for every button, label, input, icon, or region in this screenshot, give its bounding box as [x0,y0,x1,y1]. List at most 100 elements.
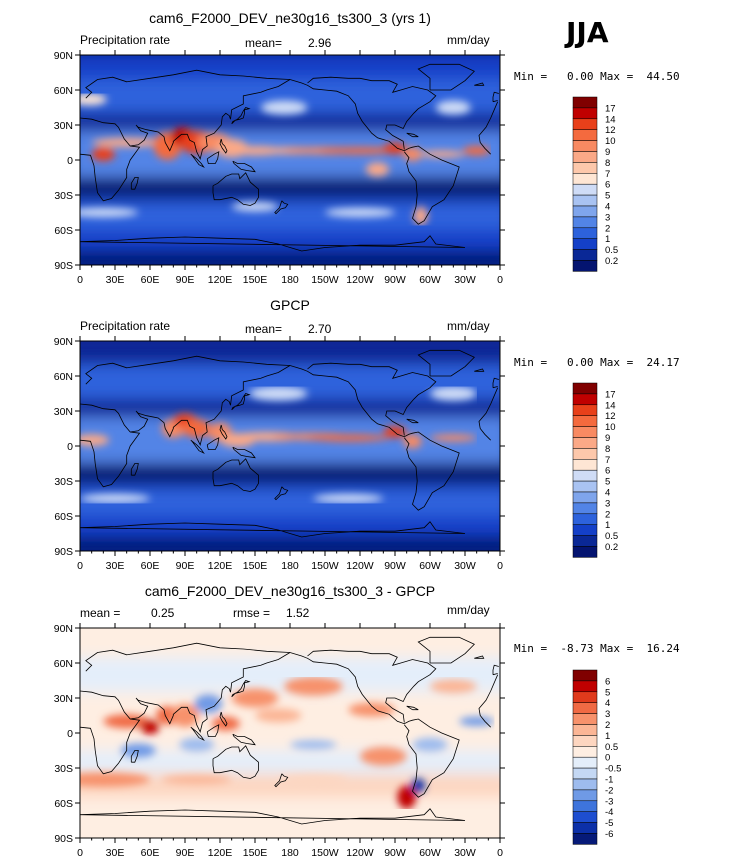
field-feature [290,740,337,750]
y-tick-label: 0 [67,155,73,167]
colorbar-label: 12 [605,411,616,422]
x-tick-label: 0 [77,560,83,572]
colorbar-swatch [572,746,598,758]
colorbar-swatch [572,822,598,834]
x-tick-label: 120W [346,847,374,859]
x-tick-label: 150W [311,560,339,572]
x-tick-label: 150E [243,847,268,859]
colorbar-swatch [572,238,598,250]
panel-3-mean-label: mean = [80,606,121,620]
coastline-11 [274,486,289,501]
field-feature [459,716,495,726]
x-tick-label: 120W [346,274,374,286]
coastline-0 [85,355,499,511]
coastline-15 [406,132,419,138]
colorbar-label: 0.5 [605,531,618,542]
x-tick-label: 0 [497,560,503,572]
coastline-16 [80,808,466,825]
colorbar-swatch [572,480,598,493]
coastline-9 [219,711,228,727]
colorbar-label: 8 [605,444,610,455]
coastlines [80,349,499,538]
panel-3-minmax: Min = -8.73 Max = 16.24 [514,642,680,655]
x-tick-label: 0 [77,847,83,859]
panel-1-units: mm/day [447,33,490,47]
zonal-band [80,399,500,417]
y-tick-label: 30S [54,476,73,488]
colorbar-swatch [572,789,598,802]
colorbar-swatch [572,194,598,207]
zonal-band [80,113,500,131]
x-tick-label: 90W [384,847,406,859]
colorbar-label: 4 [605,698,610,709]
colorbar-label: 8 [605,158,610,169]
coastline-0 [85,642,499,798]
panel-2-title: GPCP [270,297,310,313]
field-feature [80,93,107,106]
x-tick-label: 180 [281,274,299,286]
zonal-band [80,55,500,79]
colorbar-swatch [572,205,598,218]
x-tick-label: 60E [141,274,160,286]
colorbar-swatch [572,216,598,229]
y-tick-label: 30S [54,190,73,202]
coastline-3 [130,652,291,733]
field-feature [383,142,407,155]
coastline-15 [406,705,419,711]
x-tick-label: 120E [208,560,233,572]
colorbar-label: 10 [605,422,616,433]
field-feature [194,694,223,714]
zonal-band [80,341,500,365]
colorbar-swatch [572,669,598,682]
colorbar-swatch [572,546,598,558]
field-feature [284,677,343,696]
y-tick-label: 30N [54,406,73,418]
y-tick-label: 90S [54,833,73,845]
colorbar-swatch [572,96,598,109]
colorbar-swatch [572,756,598,769]
zonal-band [80,463,500,481]
coastline-10 [130,750,139,763]
colorbar-label: 3 [605,498,610,509]
field-feature [179,737,215,752]
colorbar-label: 2 [605,223,610,234]
panel-1-mean-value: 2.96 [308,36,332,50]
y-tick-label: 30S [54,763,73,775]
zonal-band [80,251,500,265]
x-tick-label: 120W [346,560,374,572]
field-feature [397,785,416,809]
colorbar-swatch [572,162,598,174]
coastline-1 [307,649,437,723]
coastline-12 [492,91,499,103]
colorbar-label: 5 [605,687,610,698]
coastline-1 [307,76,437,150]
panel-3-title: cam6_F2000_DEV_ne30g16_ts300_3 - GPCP [144,583,436,599]
zonal-band [80,230,500,251]
zonal-band [80,486,500,516]
field-feature [412,737,448,752]
panel-1-variable-label: Precipitation rate [80,33,171,47]
field-feature [211,716,240,731]
x-tick-label: 90E [176,274,195,286]
colorbar-label: 1 [605,731,610,742]
x-tick-label: 150E [243,560,268,572]
colorbar-label: 0.2 [605,542,618,553]
coastline-5 [190,726,205,742]
panel-2-units: mm/day [447,319,490,333]
field-feature [231,688,279,708]
colorbar-swatch [572,426,598,438]
field-feature [171,703,199,728]
field-feature [319,147,401,155]
colorbar-label: 0.5 [605,245,618,256]
colorbar-swatch [572,680,598,693]
colorbar-swatch [572,524,598,536]
colorbar-label: 4 [605,202,610,213]
coastline-16 [80,521,466,538]
coastline-15 [406,418,419,424]
y-tick-label: 30N [54,120,73,132]
x-tick-label: 150W [311,847,339,859]
colorbar-swatch [572,724,598,736]
